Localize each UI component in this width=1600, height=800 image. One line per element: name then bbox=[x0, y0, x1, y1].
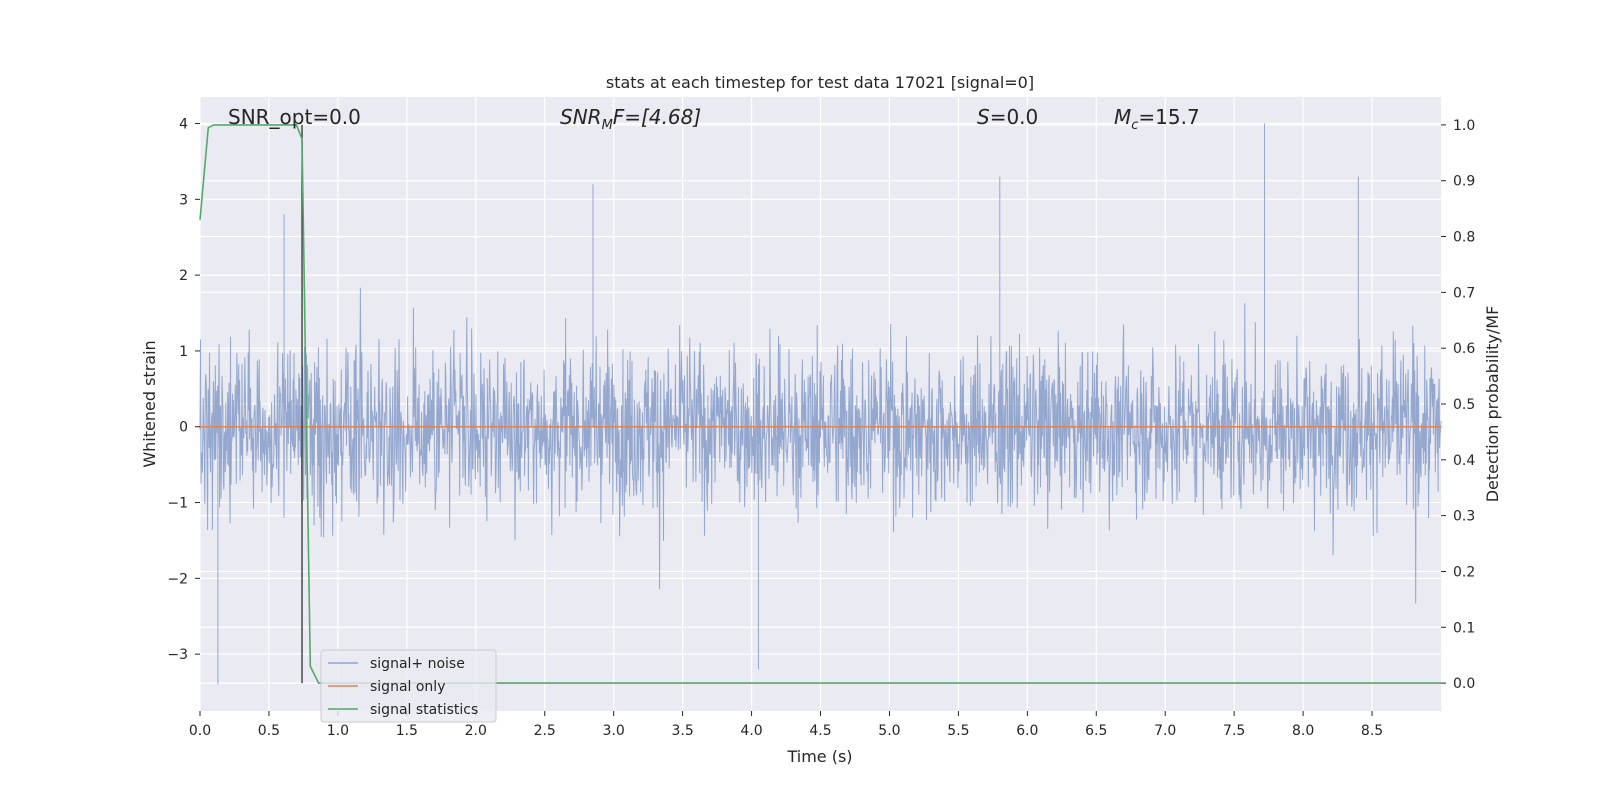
y-tick-label-left: 2 bbox=[179, 268, 188, 284]
y-tick-label-left: −1 bbox=[167, 496, 188, 512]
annotation-snr-opt: SNR_opt=0.0 bbox=[228, 105, 361, 129]
signal-noise-line bbox=[199, 123, 1442, 685]
x-tick-label: 5.0 bbox=[878, 723, 900, 739]
x-tick-label: 6.5 bbox=[1085, 723, 1107, 739]
legend-label-signal-noise: signal+ noise bbox=[370, 656, 465, 672]
x-tick-label: 3.0 bbox=[603, 723, 625, 739]
x-tick-label: 2.0 bbox=[465, 723, 487, 739]
x-tick-label: 4.5 bbox=[809, 723, 831, 739]
x-ticks: 0.0 0.5 1.0 1.5 2.0 2.5 3.0 3.5 4.0 4.5 5.0 5.5 6.0 6… bbox=[189, 711, 1383, 739]
y-tick-label-right: 0.7 bbox=[1453, 285, 1475, 301]
y-tick-label-right: 0.9 bbox=[1453, 174, 1475, 190]
x-axis-label: Time (s) bbox=[786, 747, 852, 766]
y-tick-label-left: 4 bbox=[179, 117, 188, 133]
y-ticks-right: 1.0 0.9 0.8 0.7 0.6 0.5 0.4 0.3 0.2 0.1 0.0 bbox=[1441, 118, 1475, 692]
signal-noise-series bbox=[199, 123, 1442, 685]
y-axis-label-left: Whitened strain bbox=[140, 340, 159, 467]
y-tick-label-right: 0.1 bbox=[1453, 620, 1475, 636]
x-tick-label: 5.5 bbox=[947, 723, 969, 739]
x-tick-label: 0.0 bbox=[189, 723, 211, 739]
signal-statistics-series bbox=[199, 124, 1441, 684]
annotation-s: S=0.0 bbox=[977, 105, 1038, 129]
y-tick-label-right: 0.5 bbox=[1453, 397, 1475, 413]
x-tick-label: 8.0 bbox=[1292, 723, 1314, 739]
y-tick-label-left: 0 bbox=[179, 420, 188, 436]
legend: signal+ noise signal only signal statist… bbox=[320, 649, 497, 723]
annotation-snr-mf: SNRMF=[4.68] bbox=[560, 105, 701, 133]
y-tick-label-right: 0.3 bbox=[1453, 509, 1475, 525]
y-tick-label-left: −2 bbox=[167, 571, 188, 587]
legend-label-signal-only: signal only bbox=[370, 679, 445, 695]
y-ticks-left: 4 3 2 1 0 −1 −2 −3 bbox=[167, 117, 200, 663]
x-tick-label: 1.5 bbox=[396, 723, 418, 739]
x-tick-label: 3.5 bbox=[671, 723, 693, 739]
y-axis-label-right: Detection probability/MF bbox=[1483, 306, 1502, 503]
x-tick-label: 7.5 bbox=[1223, 723, 1245, 739]
x-tick-label: 2.5 bbox=[534, 723, 556, 739]
x-tick-label: 0.5 bbox=[258, 723, 280, 739]
x-tick-label: 6.0 bbox=[1016, 723, 1038, 739]
y-tick-label-right: 1.0 bbox=[1453, 118, 1475, 134]
y-tick-label-left: −3 bbox=[167, 647, 188, 663]
x-tick-label: 8.5 bbox=[1361, 723, 1383, 739]
x-tick-label: 4.0 bbox=[740, 723, 762, 739]
signal-statistics-line bbox=[199, 124, 1441, 684]
x-tick-label: 7.0 bbox=[1154, 723, 1176, 739]
annotation-mc: Mc=15.7 bbox=[1114, 105, 1200, 133]
chart-title: stats at each timestep for test data 170… bbox=[606, 73, 1034, 92]
y-tick-label-right: 0.0 bbox=[1453, 676, 1475, 692]
y-tick-label-right: 0.6 bbox=[1453, 341, 1475, 357]
y-tick-label-right: 0.4 bbox=[1453, 453, 1475, 469]
legend-label-signal-statistics: signal statistics bbox=[370, 702, 478, 718]
y-tick-label-right: 0.2 bbox=[1453, 564, 1475, 580]
y-tick-label-left: 1 bbox=[179, 344, 188, 360]
x-tick-label: 1.0 bbox=[327, 723, 349, 739]
y-tick-label-left: 3 bbox=[179, 192, 188, 208]
y-tick-label-right: 0.8 bbox=[1453, 230, 1475, 246]
legend-box bbox=[320, 649, 497, 723]
